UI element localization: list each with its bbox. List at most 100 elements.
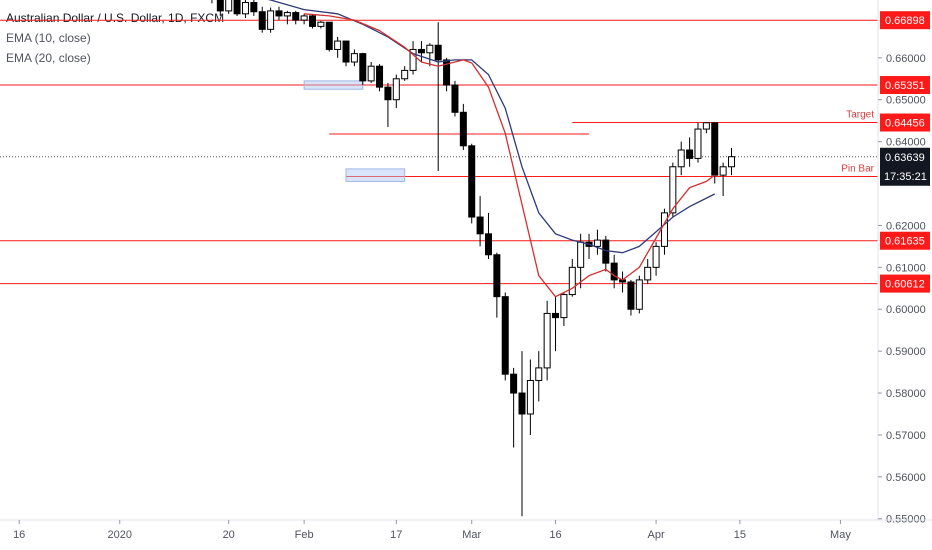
candle	[325, 21, 333, 52]
candle	[476, 196, 484, 247]
candle-body	[635, 279, 643, 310]
time-tick-label: Apr	[648, 529, 665, 541]
candle-body	[401, 69, 409, 80]
candle	[644, 258, 652, 285]
candle-body	[451, 84, 459, 113]
candle-body	[350, 53, 358, 63]
candle-body	[275, 10, 283, 17]
zone-0	[303, 80, 364, 90]
candle	[409, 41, 417, 75]
level-tag-label: 0.60612	[885, 279, 925, 291]
candle	[267, 7, 275, 33]
price-tick-label: 0.58000	[886, 388, 926, 400]
level-tag-bg	[880, 76, 930, 95]
candle-body	[300, 15, 308, 21]
ema-lines	[267, 0, 716, 298]
candle-body	[426, 44, 434, 54]
candle-body	[518, 392, 526, 415]
annotation-0: Target	[846, 110, 874, 121]
candle	[317, 20, 325, 29]
candle-body	[342, 40, 350, 63]
candle	[526, 359, 534, 435]
chart-title: Australian Dollar / U.S. Dollar, 1D, FXC…	[6, 11, 225, 25]
candle-body	[317, 21, 325, 27]
candle	[728, 147, 735, 176]
candle-body	[535, 367, 543, 381]
candle-body	[627, 281, 635, 310]
candle-body	[309, 15, 316, 27]
candle-body	[233, 0, 241, 15]
candle	[501, 292, 509, 381]
candle-body	[728, 156, 735, 168]
candle	[233, 0, 241, 16]
price-tick-label: 0.57000	[886, 430, 926, 442]
candle	[216, 0, 224, 16]
candle	[719, 162, 727, 197]
candle	[334, 36, 342, 58]
candle-body	[384, 86, 392, 101]
level-tag-label: 0.64456	[885, 118, 925, 130]
candle	[543, 300, 551, 381]
candle	[694, 122, 702, 163]
time-tick-label: 2020	[108, 529, 132, 541]
candle-body	[443, 59, 451, 86]
candle	[350, 49, 358, 67]
candle-body	[292, 12, 300, 21]
candle-body	[258, 11, 266, 30]
candle-body	[267, 10, 275, 30]
candle-body	[325, 21, 333, 50]
candle-body	[543, 312, 551, 369]
candle-body	[367, 65, 375, 82]
candle-body	[501, 296, 509, 375]
candle-body	[660, 212, 668, 247]
price-tick-label: 0.64000	[886, 137, 926, 149]
level-tag-bg	[880, 113, 930, 132]
level-tag-bg	[880, 274, 930, 293]
candle-body	[468, 145, 476, 218]
level-tag-bg	[880, 231, 930, 250]
candle	[585, 233, 593, 259]
candle	[359, 52, 367, 86]
candle-body	[526, 379, 534, 415]
time-axis[interactable]: 16 2020 20 Feb 17 Mar 16 Apr 15 May	[0, 519, 932, 541]
candle	[510, 367, 518, 448]
chart-legend: Australian Dollar / U.S. Dollar, 1D, FXC…	[6, 8, 224, 68]
candle-body	[283, 12, 291, 17]
indicator-ema20[interactable]: EMA (20, close)	[6, 51, 91, 65]
candle	[711, 122, 719, 184]
price-tick-label: 0.60000	[886, 304, 926, 316]
candle-body	[409, 48, 417, 71]
candle	[493, 252, 501, 318]
candle	[635, 275, 643, 314]
level-tag-label: 0.66898	[885, 15, 925, 27]
candle	[702, 122, 710, 134]
time-tick-label: Feb	[295, 529, 314, 541]
candle	[401, 66, 409, 81]
candle	[627, 279, 635, 316]
candle	[283, 10, 291, 25]
candle	[342, 40, 350, 67]
candle	[241, 0, 249, 19]
candle-body	[241, 2, 249, 15]
candle-body	[484, 233, 492, 256]
zones	[303, 80, 406, 182]
candle-body	[216, 0, 224, 12]
candle-body	[694, 128, 702, 159]
candle-body	[334, 40, 342, 50]
candle	[677, 141, 685, 176]
candle-body	[719, 166, 727, 176]
candle	[535, 351, 543, 402]
zone-1	[345, 168, 406, 182]
candle	[568, 258, 576, 297]
indicator-ema10[interactable]: EMA (10, close)	[6, 31, 91, 45]
candle-body	[577, 241, 585, 268]
candle	[686, 137, 694, 167]
price-axis[interactable]: 0.550000.560000.570000.580000.590000.600…	[877, 0, 930, 526]
candle	[552, 296, 560, 352]
time-tick-label: 16	[549, 529, 561, 541]
candle-body	[459, 111, 467, 147]
candle-body	[610, 262, 618, 281]
price-tick-label: 0.62000	[886, 220, 926, 232]
candle	[376, 64, 384, 92]
